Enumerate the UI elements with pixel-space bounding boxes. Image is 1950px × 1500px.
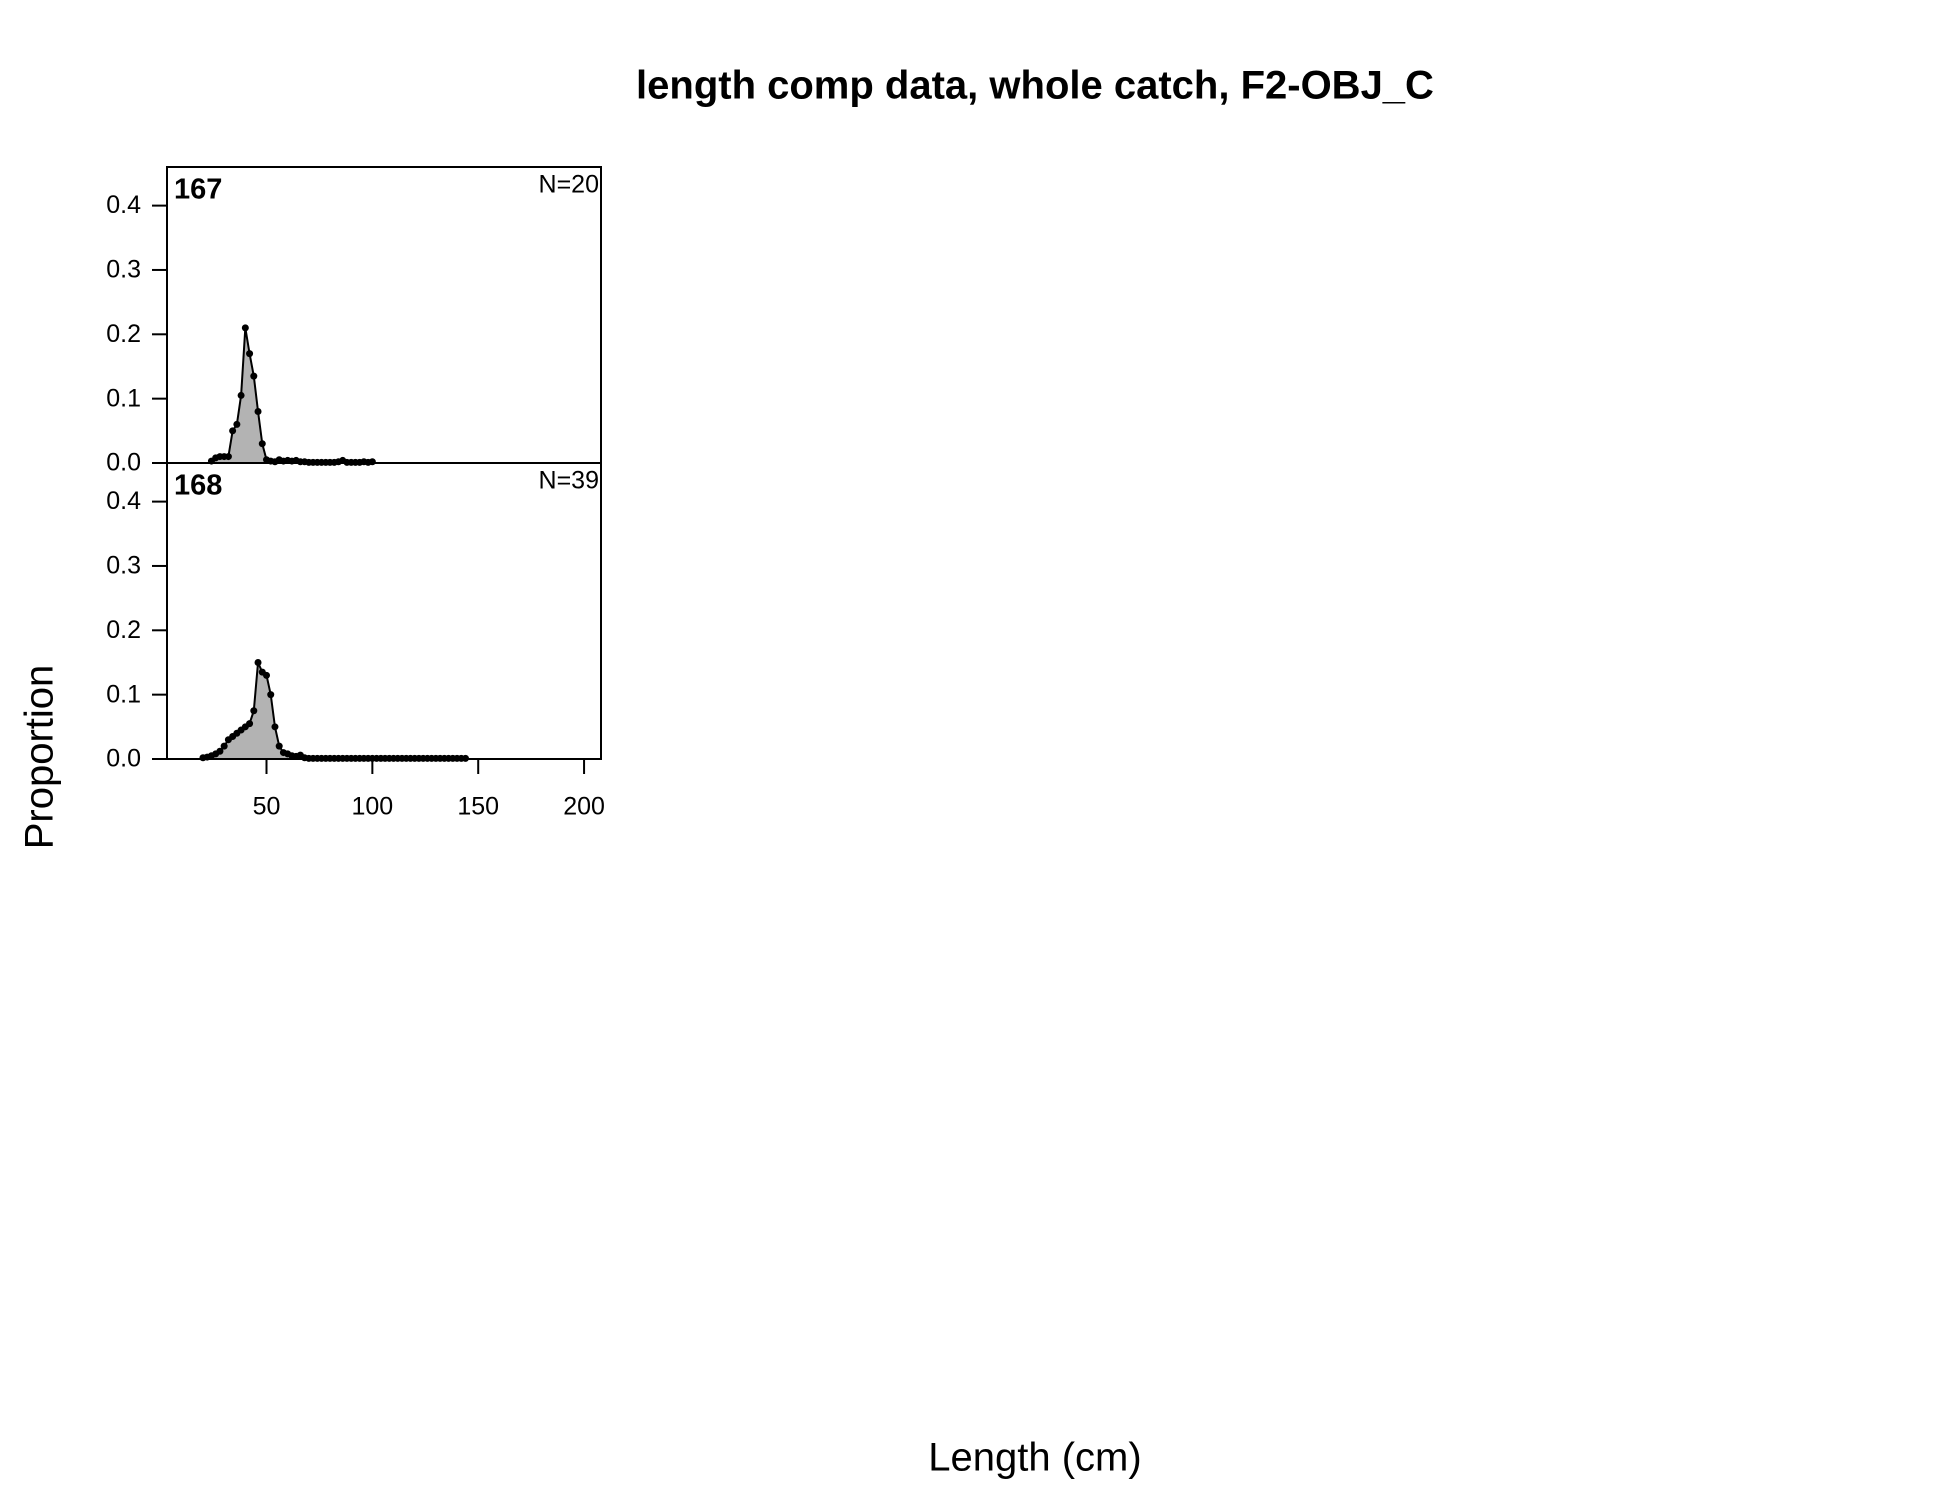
area: [202, 662, 466, 759]
y-tick-label: 0.2: [106, 616, 141, 644]
point: [246, 720, 254, 728]
panel-label: 168: [174, 470, 222, 502]
y-tick-label: 0.1: [106, 384, 141, 412]
y-tick-label: 0.3: [106, 552, 141, 580]
point: [254, 408, 262, 416]
x-tick-label: 200: [563, 793, 605, 821]
point: [233, 420, 241, 428]
point: [237, 391, 245, 399]
panel-box: [166, 166, 602, 464]
panel-box: [166, 462, 602, 760]
panel-annotation: N=20: [539, 171, 599, 199]
point: [275, 742, 283, 750]
point: [216, 747, 224, 755]
point: [250, 372, 258, 380]
y-axis-label: Proportion: [18, 665, 62, 850]
point: [368, 458, 376, 466]
point: [271, 723, 279, 731]
point: [246, 350, 254, 358]
y-tick-label: 0.2: [106, 320, 141, 348]
point: [229, 427, 237, 435]
area: [211, 327, 373, 463]
x-tick-label: 150: [457, 793, 499, 821]
y-tick-label: 0.4: [106, 191, 141, 219]
x-axis-label: Length (cm): [928, 1436, 1141, 1480]
point: [263, 671, 271, 679]
x-tick-label: 100: [351, 793, 393, 821]
point: [267, 691, 275, 699]
point: [241, 324, 249, 332]
x-tick-label: 50: [253, 793, 281, 821]
y-tick-label: 0.1: [106, 680, 141, 708]
point: [250, 707, 258, 715]
panel-label: 167: [174, 174, 222, 206]
y-tick-label: 0.3: [106, 256, 141, 284]
point: [254, 658, 262, 666]
y-tick-label: 0.0: [106, 745, 141, 773]
y-tick-label: 0.0: [106, 449, 141, 477]
point: [258, 440, 266, 448]
panel-annotation: N=39: [539, 467, 599, 495]
point: [224, 453, 232, 461]
y-tick-label: 0.4: [106, 487, 141, 515]
chart-title: length comp data, whole catch, F2-OBJ_C: [636, 64, 1434, 108]
point: [220, 742, 228, 750]
